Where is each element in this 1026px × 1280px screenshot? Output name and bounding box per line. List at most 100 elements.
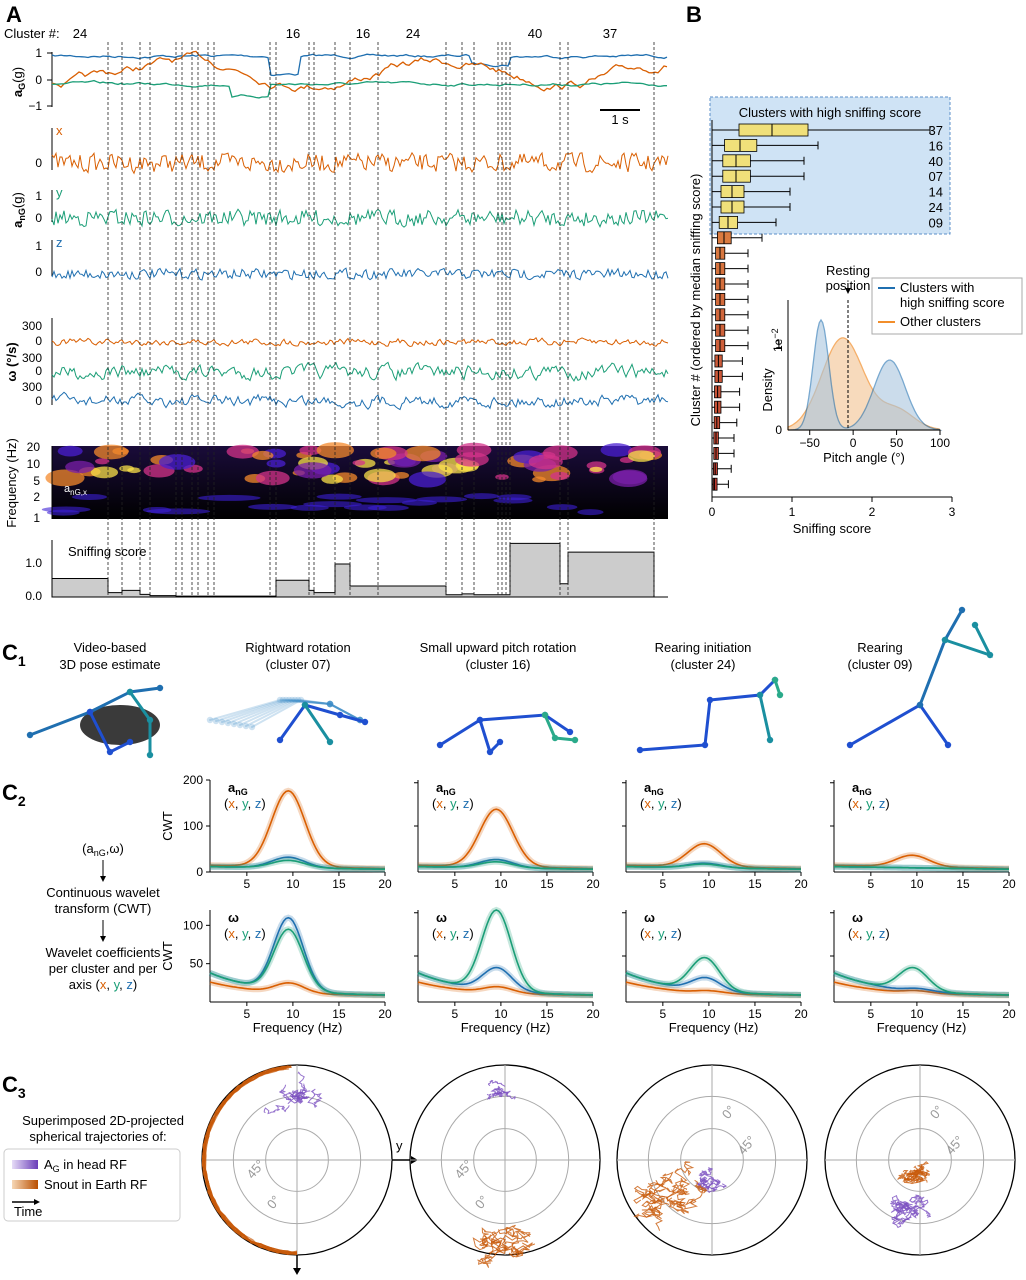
c2-flowchart: (anG,ω) Continuous wavelet transform (CW… <box>46 841 161 992</box>
high-cluster-40: 40 <box>929 154 943 169</box>
omega-y-tick-300: 300 <box>22 351 42 365</box>
cluster-number-2: 16 <box>356 26 370 41</box>
svg-text:10: 10 <box>494 1007 508 1021</box>
ang-z-tick-1: 1 <box>35 239 42 253</box>
inset-ylabel: Density <box>760 368 775 412</box>
svg-text:Frequency (Hz): Frequency (Hz) <box>669 1020 759 1035</box>
svg-text:0°: 0° <box>719 1103 738 1122</box>
b-xticks: 0 1 2 3 <box>709 497 956 519</box>
ang-x-label: x <box>56 123 63 138</box>
ag-ylabel: a <box>10 89 25 97</box>
svg-text:(anG,ω): (anG,ω) <box>82 841 124 858</box>
svg-text:anG: anG <box>436 780 456 797</box>
panel-c3-sub: 3 <box>18 1085 26 1101</box>
spec-annot-sub: nG,x <box>70 488 87 497</box>
svg-text:100: 100 <box>183 918 203 932</box>
b-ylabel: Cluster # (ordered by median sniffing sc… <box>688 174 703 427</box>
svg-text:15: 15 <box>956 1007 970 1021</box>
ag-tick-minus1: −1 <box>28 99 42 113</box>
ag-ylabel-sub: G <box>17 83 27 90</box>
c1-title-1-0: Rightward rotation <box>245 640 351 655</box>
cwt-plot-top-2: 5 10 15 20 anG(x, y, z) <box>622 780 808 891</box>
svg-text:Frequency (Hz): Frequency (Hz) <box>877 1020 967 1035</box>
svg-text:Frequency (Hz): Frequency (Hz) <box>461 1020 551 1035</box>
svg-text:20: 20 <box>586 1007 600 1021</box>
c1-titles: Video-based 3D pose estimate Rightward rot… <box>59 640 912 672</box>
panel-c1-sub: 1 <box>18 653 26 669</box>
svg-text:15: 15 <box>540 877 554 891</box>
svg-text:ω: ω <box>436 910 447 925</box>
svg-text:20: 20 <box>1002 877 1016 891</box>
svg-text:20: 20 <box>794 1007 808 1021</box>
high-cluster-07: 07 <box>929 169 943 184</box>
legend-other: Other clusters <box>900 314 981 329</box>
panel-a-label: A <box>6 2 22 27</box>
cwt-plot-bottom-2: 5 10 15 20 ω(x, y, z) Frequency (Hz) <box>622 910 808 1035</box>
omega-y-tick-0: 0 <box>35 364 42 378</box>
svg-text:AG in head RF: AG in head RF <box>44 1157 127 1174</box>
omega-z-tick-300: 300 <box>22 380 42 394</box>
omega-x-trace <box>51 337 669 348</box>
freq-tick-1: 1 <box>33 511 40 525</box>
inset-resting-2: position <box>826 278 871 293</box>
ag-ylabel-unit: (g) <box>10 67 25 83</box>
svg-text:Continuous wavelet: Continuous wavelet <box>46 885 160 900</box>
freq-ylabel: Frequency (Hz) <box>4 438 19 528</box>
high-cluster-24: 24 <box>929 200 943 215</box>
ang-z-trace <box>51 267 669 281</box>
ang-traces <box>51 151 669 281</box>
cluster-prefix: Cluster #: <box>4 26 60 41</box>
ang-y-tick-1: 1 <box>35 189 42 203</box>
svg-text:0°: 0° <box>927 1103 946 1122</box>
scale-bar-label: 1 s <box>611 112 629 127</box>
density-high <box>788 318 943 431</box>
svg-text:(x, y, z): (x, y, z) <box>848 796 890 811</box>
polar-axis-x: x <box>294 1277 301 1280</box>
svg-text:15: 15 <box>956 877 970 891</box>
boxplot-box <box>738 123 809 137</box>
boxplot-box <box>722 169 751 183</box>
svg-text:5: 5 <box>867 1007 874 1021</box>
svg-text:per cluster and per: per cluster and per <box>49 961 158 976</box>
svg-text:(x, y, z): (x, y, z) <box>848 926 890 941</box>
svg-text:aG(g): aG(g) <box>10 67 27 97</box>
legend-time: Time <box>14 1204 42 1219</box>
svg-text:10: 10 <box>286 877 300 891</box>
svg-text:1e−2: 1e−2 <box>770 328 785 352</box>
svg-text:(x, y, z): (x, y, z) <box>224 926 266 941</box>
high-cluster-14: 14 <box>929 185 943 200</box>
ag-axis: 1 0 −1 aG(g) <box>10 46 53 113</box>
svg-text:15: 15 <box>748 1007 762 1021</box>
svg-text:5: 5 <box>243 877 250 891</box>
svg-text:10: 10 <box>910 877 924 891</box>
svg-text:15: 15 <box>748 877 762 891</box>
svg-text:5: 5 <box>867 877 874 891</box>
ang-x-trace <box>51 151 669 175</box>
svg-text:anG: anG <box>852 780 872 797</box>
svg-text:ω: ω <box>644 910 655 925</box>
boxplot-box <box>722 154 751 168</box>
sniff-label: Sniffing score <box>68 544 147 559</box>
c1-title-0-0: Video-based <box>74 640 147 655</box>
ang-y-tick-0: 0 <box>35 211 42 225</box>
c1-title-3-0: Rearing initiation <box>655 640 752 655</box>
svg-text:Wavelet coefficients: Wavelet coefficients <box>46 945 161 960</box>
inset-yexp-sup: −2 <box>770 328 780 338</box>
svg-text:(x, y, z): (x, y, z) <box>432 796 474 811</box>
ag-x-trace <box>51 50 668 93</box>
svg-text:3: 3 <box>949 505 956 519</box>
cwt-plot-bottom-0: 5 10 15 20 ω(x, y, z) 100 50 CWT Frequency (Hz) <box>160 910 392 1035</box>
omega-traces <box>51 337 669 411</box>
svg-text:(x, y, z): (x, y, z) <box>432 926 474 941</box>
freq-tick-2: 2 <box>33 490 40 504</box>
svg-text:0°: 0° <box>264 1193 283 1212</box>
high-cluster-09: 09 <box>929 215 943 230</box>
svg-text:50: 50 <box>190 957 204 971</box>
omega-z-trace <box>51 391 669 411</box>
c1-pose-figures <box>26 606 994 759</box>
ag-tick-0: 0 <box>35 73 42 87</box>
c3-polar-plots: 0°45°yx0°45°0°45°0°45° <box>201 1064 1016 1280</box>
cluster-boundary-lines <box>107 42 655 597</box>
svg-text:10: 10 <box>910 1007 924 1021</box>
